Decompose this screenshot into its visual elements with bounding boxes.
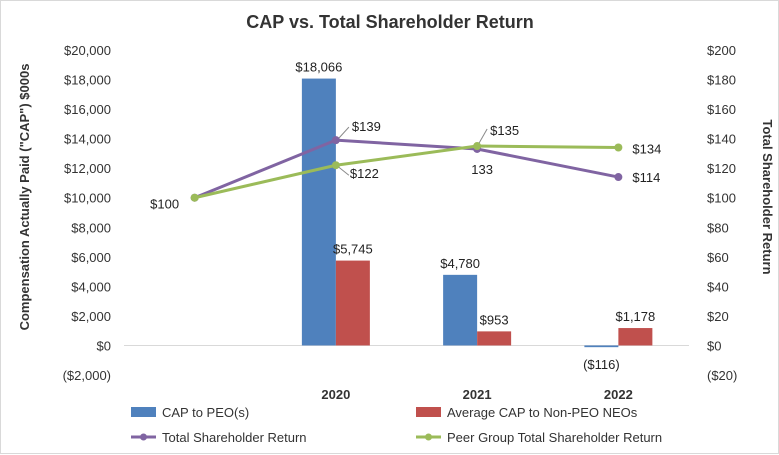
legend-marker (140, 433, 147, 441)
leader-line (338, 166, 350, 176)
bar-data-label: ($116) (583, 357, 620, 372)
peer-tsr-data-label: $134 (632, 142, 661, 157)
leader-line (338, 126, 350, 139)
cap-neo-bar (618, 328, 653, 346)
y-tick-label: $14,000 (64, 132, 111, 147)
peer-tsr-marker (614, 143, 623, 152)
peer-tsr-marker (331, 161, 340, 170)
y-tick-label: $12,000 (64, 161, 111, 176)
y2-tick-label: $40 (707, 279, 729, 294)
y-tick-label: $6,000 (71, 250, 111, 265)
tsr-marker (331, 136, 340, 145)
x-tick-label: 2022 (604, 387, 633, 402)
bar-data-label: $1,178 (615, 309, 655, 324)
y2-tick-label: $200 (707, 43, 736, 58)
cap-peo-bar (301, 78, 336, 346)
y-tick-label: $10,000 (64, 191, 111, 206)
y-tick-label: $0 (97, 338, 111, 353)
plot-area: $20,000 $18,000 $16,000 $14,000 $12,000 $10,0… (63, 43, 738, 402)
y-tick-label: $18,000 (64, 73, 111, 88)
y-tick-label: $20,000 (64, 43, 111, 58)
y2-tick-label: $0 (707, 338, 721, 353)
legend-label: Total Shareholder Return (162, 430, 307, 445)
legend-label: CAP to PEO(s) (162, 405, 249, 420)
peer-tsr-data-label: $135 (490, 123, 519, 138)
legend-marker (425, 433, 432, 441)
peer-tsr-marker (473, 142, 482, 151)
y2-tick-label: $20 (707, 309, 729, 324)
chart-legend: CAP to PEO(s) Average CAP to Non-PEO NEOs… (131, 405, 662, 445)
y2-tick-label: $100 (707, 191, 736, 206)
cap-peo-bar (584, 345, 619, 348)
bar-data-label: $5,745 (333, 242, 373, 257)
y2-tick-label: $80 (707, 220, 729, 235)
legend-label: Peer Group Total Shareholder Return (447, 430, 662, 445)
chart-title: CAP vs. Total Shareholder Return (246, 12, 533, 32)
y2-tick-label: $60 (707, 250, 729, 265)
y2-tick-label: $140 (707, 132, 736, 147)
y-axis-label: Compensation Actually Paid ("CAP") $000s (17, 64, 32, 331)
y-tick-label: $8,000 (71, 220, 111, 235)
y2-tick-label: ($20) (707, 368, 737, 383)
y2-tick-label: $120 (707, 161, 736, 176)
y-tick-label: $16,000 (64, 102, 111, 117)
y-tick-label: $4,000 (71, 279, 111, 294)
legend-label: Average CAP to Non-PEO NEOs (447, 405, 638, 420)
peer-tsr-line (194, 144, 619, 200)
bar-data-label: $953 (480, 312, 509, 327)
peer-tsr-marker (190, 193, 199, 202)
peer-tsr-data-label: $122 (350, 166, 379, 181)
tsr-marker (614, 173, 623, 182)
cap-peo-bar (443, 274, 478, 346)
y2-tick-label: $160 (707, 102, 736, 117)
legend-swatch (416, 407, 441, 417)
cap-neo-bar (335, 260, 370, 346)
tsr-data-label: $114 (632, 170, 660, 185)
legend-swatch (131, 407, 156, 417)
tsr-data-label: $139 (352, 119, 381, 134)
bar-data-label: $18,066 (295, 60, 342, 75)
x-tick-label: 2020 (321, 387, 350, 402)
bar-data-label: $4,780 (440, 256, 480, 271)
leader-line (478, 128, 488, 144)
y2-tick-label: $180 (707, 73, 736, 88)
y-tick-label: ($2,000) (63, 368, 111, 383)
y-tick-label: $2,000 (71, 309, 111, 324)
y2-axis-label: Total Shareholder Return (760, 119, 775, 274)
tsr-data-label: 133 (471, 162, 493, 177)
x-tick-label: 2021 (463, 387, 492, 402)
tsr-line (194, 138, 619, 200)
tsr-data-label: $100 (150, 197, 179, 212)
cap-neo-bar (477, 331, 512, 346)
